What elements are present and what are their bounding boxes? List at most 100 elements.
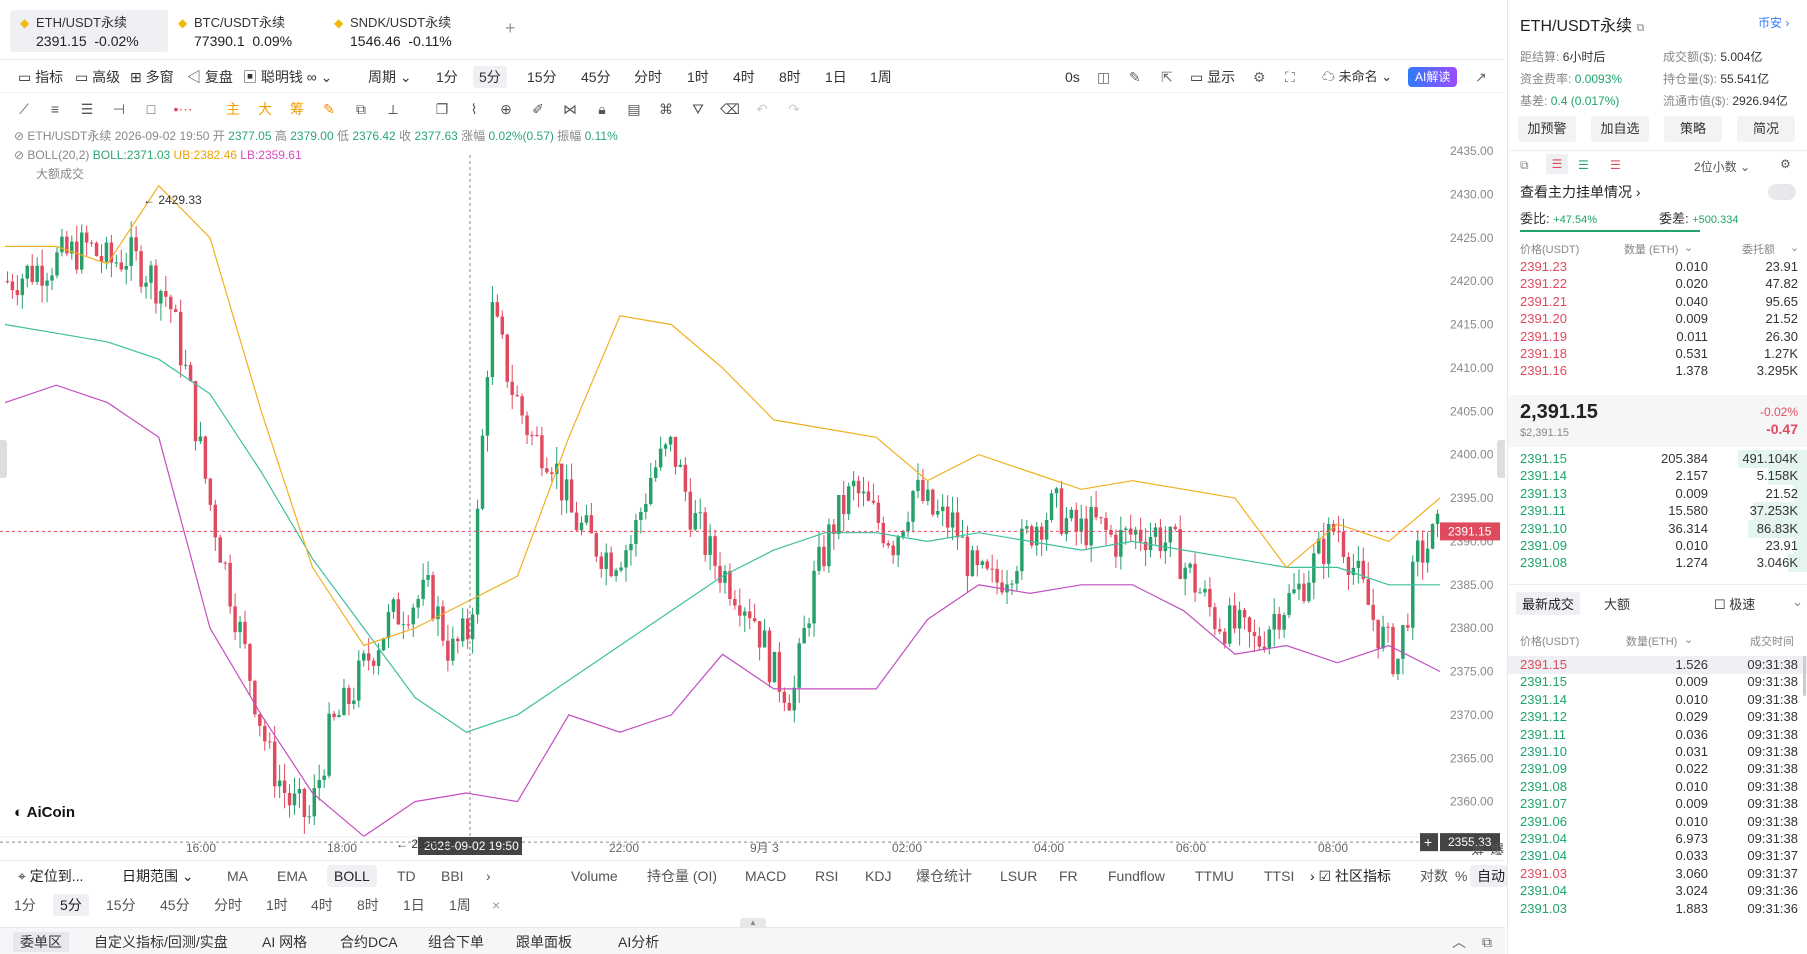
big-label[interactable]: 大 <box>258 101 272 117</box>
tf-time[interactable]: 分时 <box>634 69 662 85</box>
trade-row[interactable]: 2391.10 0.031 09:31:38 <box>1508 742 1807 762</box>
tab-eth[interactable]: ◆ ETH/USDT永续 2391.15 -0.02% <box>10 10 168 52</box>
tf2-8h[interactable]: 8时 <box>357 897 379 913</box>
pen-icon[interactable]: ✎ <box>1129 69 1141 85</box>
tf-45m[interactable]: 45分 <box>581 69 611 85</box>
highlighter-icon[interactable]: ✐ <box>532 101 544 117</box>
trade-row[interactable]: 2391.11 0.036 09:31:38 <box>1508 725 1807 745</box>
tab-orders[interactable]: 委单区 <box>13 932 69 952</box>
tf-1w[interactable]: 1周 <box>870 69 892 85</box>
bid-row[interactable]: 2391.09 0.010 23.91 <box>1508 536 1807 556</box>
bid-row[interactable]: 2391.08 1.274 3.046K <box>1508 553 1807 573</box>
book-asks-icon[interactable]: ☰ <box>1610 158 1621 172</box>
trade-row[interactable]: 2391.15 0.009 09:31:38 <box>1508 672 1807 692</box>
share-icon[interactable]: ↗ <box>1475 69 1487 85</box>
ask-row[interactable]: 2391.18 0.531 1.27K <box>1508 344 1807 364</box>
brush-icon[interactable]: ✎ <box>323 101 335 117</box>
rect-tool-icon[interactable]: □ <box>146 101 156 117</box>
copy-icon[interactable]: ⧉ <box>1636 22 1645 34</box>
tf2-1h[interactable]: 1时 <box>266 897 288 913</box>
right-collapse-handle[interactable] <box>1497 440 1505 478</box>
multi-window-button[interactable]: ⊞ 多窗 <box>130 69 174 85</box>
popout-icon[interactable]: ⧉ <box>1520 158 1529 172</box>
chevron-up-icon[interactable]: ︿ <box>1452 934 1466 950</box>
tab-latest-trades[interactable]: 最新成交 <box>1516 592 1581 615</box>
edit-icon[interactable]: ▤ <box>627 101 641 117</box>
advanced-button[interactable]: ▭ 高级 <box>75 69 121 85</box>
add-watchlist-button[interactable]: 加自选 <box>1591 116 1649 142</box>
tf2-time[interactable]: 分时 <box>214 897 242 913</box>
ind-liquidation[interactable]: 爆仓统计 <box>916 868 972 884</box>
ind-oi[interactable]: 持仓量 (OI) <box>647 868 717 884</box>
ind-fundflow[interactable]: Fundflow <box>1108 868 1165 884</box>
camera-icon[interactable]: ◫ <box>1097 69 1111 85</box>
bid-row[interactable]: 2391.11 15.580 37.253K <box>1508 501 1807 521</box>
book-both-icon[interactable]: ☰ <box>1546 154 1568 174</box>
main-label[interactable]: 主 <box>226 101 240 117</box>
boll-label[interactable]: BOLL(20,2) <box>27 148 90 162</box>
tf2-1w[interactable]: 1周 <box>449 897 471 913</box>
ind-fr[interactable]: FR <box>1059 868 1078 884</box>
left-collapse-handle[interactable] <box>0 440 7 478</box>
ind-ma[interactable]: MA <box>227 868 248 884</box>
bid-row[interactable]: 2391.13 0.009 21.52 <box>1508 484 1807 504</box>
log-toggle[interactable]: 对数 <box>1420 868 1448 884</box>
main-orders-link[interactable]: 查看主力挂单情况 › <box>1520 184 1641 200</box>
add-alert-button[interactable]: 加预警 <box>1518 116 1576 142</box>
chevron-right-icon[interactable]: › <box>486 868 491 884</box>
tf2-15m[interactable]: 15分 <box>106 897 136 913</box>
chip-label[interactable]: 筹 <box>290 101 304 117</box>
undo-icon[interactable]: ↶ <box>756 101 768 117</box>
tf2-1m[interactable]: 1分 <box>14 897 36 913</box>
ask-row[interactable]: 2391.23 0.010 23.91 <box>1508 257 1807 277</box>
ind-ttsi[interactable]: TTSI <box>1264 868 1295 884</box>
ind-volume[interactable]: Volume <box>571 868 618 884</box>
redo-icon[interactable]: ↷ <box>788 101 800 117</box>
link-icon[interactable]: ⌘ <box>659 101 673 117</box>
layout-name-dropdown[interactable]: ☁ 未命名 ⌄ <box>1322 69 1393 84</box>
star-icon[interactable]: ◆ <box>20 16 30 30</box>
locate-button[interactable]: ⌖ 定位到... <box>18 868 84 884</box>
ray-tool-icon[interactable]: ⊣ <box>112 101 126 117</box>
trade-row[interactable]: 2391.14 0.010 09:31:38 <box>1508 690 1807 710</box>
chevron-down-icon[interactable]: ⌄ <box>1792 594 1803 609</box>
lock-icon[interactable]: 🔒︎ <box>598 101 606 117</box>
hline-tool-icon[interactable]: ≡ <box>50 101 60 117</box>
ask-row[interactable]: 2391.22 0.020 47.82 <box>1508 274 1807 294</box>
copy-tool-icon[interactable]: ⧉ <box>356 101 366 117</box>
ind-bbi[interactable]: BBI <box>441 868 464 884</box>
ind-rsi[interactable]: RSI <box>815 868 839 884</box>
ind-boll[interactable]: BOLL <box>327 865 377 887</box>
expand-panel-handle[interactable]: ▲ <box>740 918 766 927</box>
tab-custom-indicator[interactable]: 自定义指标/回测/实盘 <box>94 934 228 950</box>
filter-icon[interactable]: ⛛ <box>692 101 704 117</box>
trade-row[interactable]: 2391.06 0.010 09:31:38 <box>1508 812 1807 832</box>
tf-4h[interactable]: 4时 <box>733 69 755 85</box>
community-indicators[interactable]: › ☑ 社区指标 <box>1310 868 1391 884</box>
trade-row[interactable]: 2391.04 3.024 09:31:36 <box>1508 881 1807 901</box>
tf-8h[interactable]: 8时 <box>779 69 801 85</box>
smart-money-button[interactable]: ▣ 聪明钱 ∞ ⌄ <box>243 69 333 85</box>
ask-row[interactable]: 2391.16 1.378 3.295K <box>1508 361 1807 381</box>
trade-row[interactable]: 2391.15 1.526 09:31:38 <box>1508 655 1807 675</box>
trade-row[interactable]: 2391.12 0.029 09:31:38 <box>1508 707 1807 727</box>
ind-td[interactable]: TD <box>397 868 416 884</box>
close-icon[interactable]: × <box>492 897 501 913</box>
price-chart[interactable]: 2435.00 2430.00 2425.00 2420.00 2415.00 2410.… <box>0 125 1505 858</box>
trash-icon[interactable]: ⌫ <box>720 101 740 117</box>
tab-combo-order[interactable]: 组合下单 <box>428 934 484 950</box>
chart-canvas[interactable]: 2435.00 2430.00 2425.00 2420.00 2415.00 2410.… <box>0 125 1505 858</box>
replay-button[interactable]: ◁ 复盘 <box>187 69 233 85</box>
tab-ai-grid[interactable]: AI 网格 <box>262 934 308 950</box>
ask-row[interactable]: 2391.19 0.011 26.30 <box>1508 327 1807 347</box>
star-icon[interactable]: ◆ <box>334 16 344 30</box>
bid-row[interactable]: 2391.15 205.384 491.104K <box>1508 449 1807 469</box>
auto-toggle[interactable]: 自动 <box>1470 865 1512 887</box>
period-dropdown[interactable]: 周期 ⌄ <box>368 69 412 85</box>
tf2-5m[interactable]: 5分 <box>53 894 89 916</box>
parallel-tool-icon[interactable]: ☰ <box>80 101 94 117</box>
ruler-icon[interactable]: ⌇ <box>470 101 478 117</box>
settings-icon[interactable]: ⚙ <box>1253 69 1266 85</box>
book-bids-icon[interactable]: ☰ <box>1578 158 1589 172</box>
ind-lsur[interactable]: LSUR <box>1000 868 1038 884</box>
